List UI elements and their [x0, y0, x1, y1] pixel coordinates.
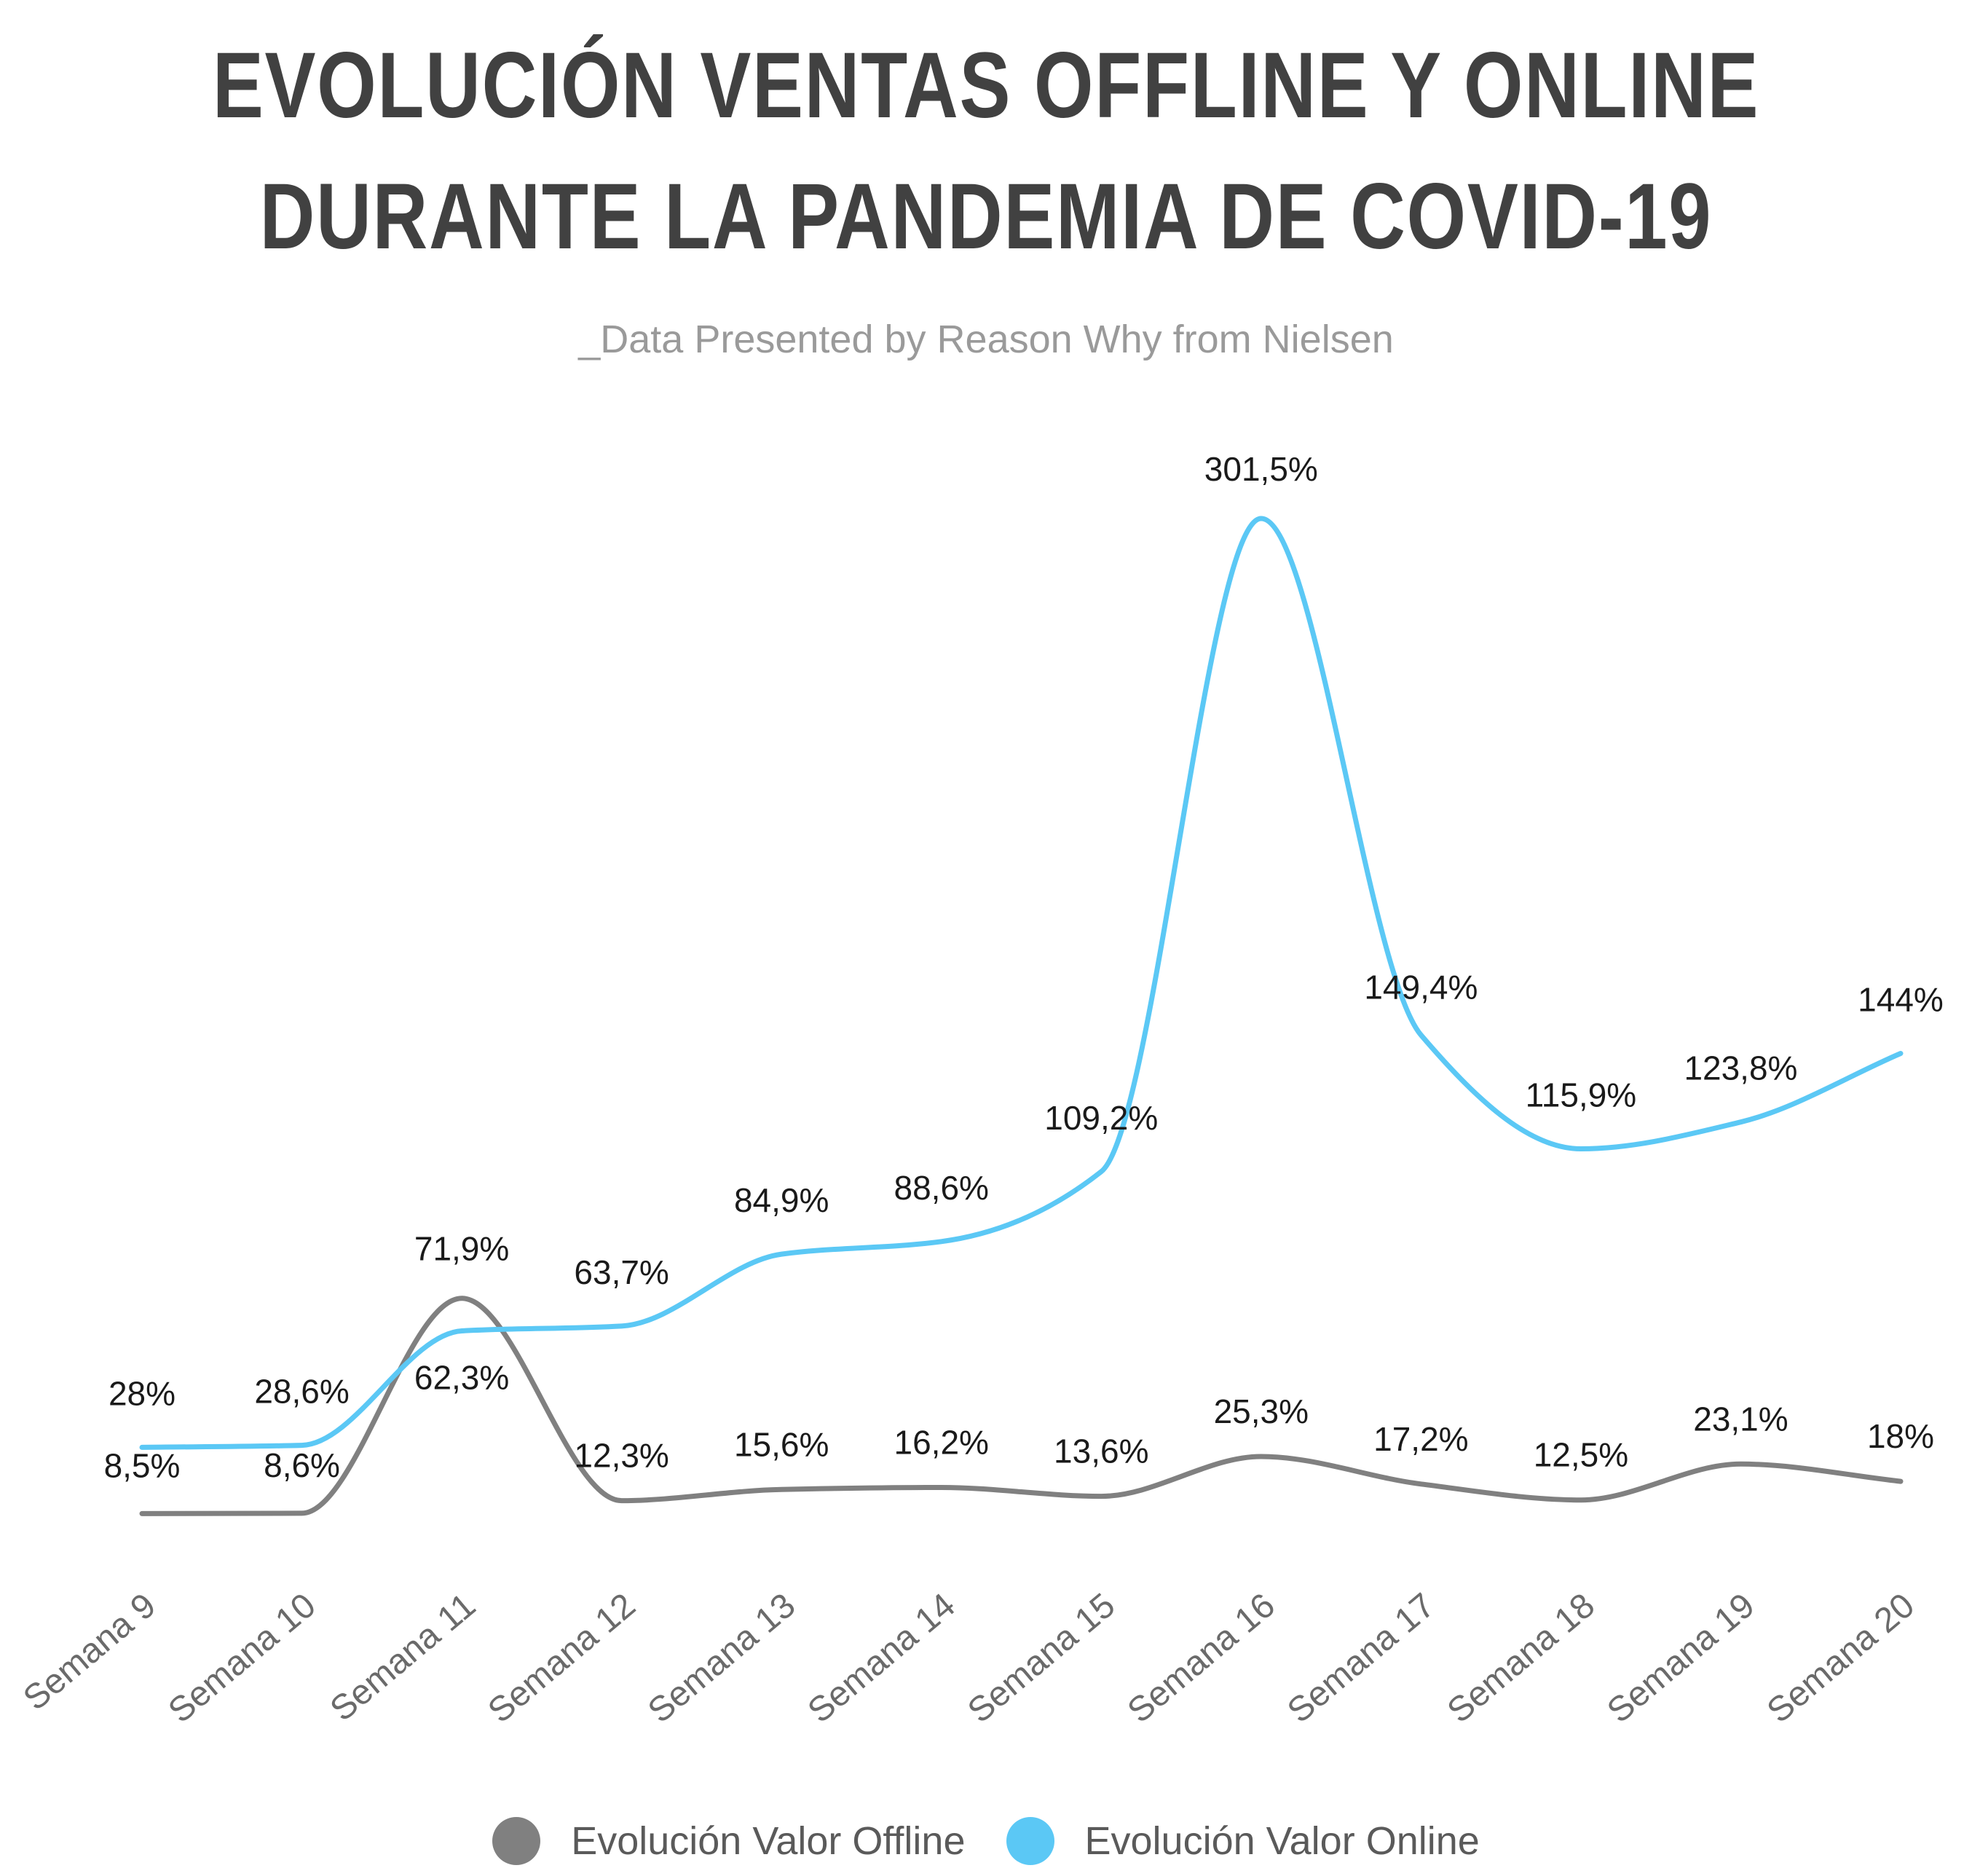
data-label-offline: 12,3% — [574, 1437, 668, 1475]
legend-label-offline: Evolución Valor Offline — [571, 1819, 966, 1863]
data-label-offline: 71,9% — [414, 1230, 509, 1268]
data-label-online: 301,5% — [1204, 450, 1318, 488]
data-label-offline: 17,2% — [1373, 1420, 1468, 1458]
data-label-online: 123,8% — [1684, 1049, 1797, 1087]
chart-title: EVOLUCIÓN VENTAS OFFLINE Y ONLINE DURANT… — [178, 20, 1795, 283]
x-tick-label: Semana 14 — [801, 1586, 963, 1730]
data-label-online: 63,7% — [574, 1253, 668, 1291]
chart-subtitle: _Data Presented by Reason Why from Niels… — [578, 318, 1394, 361]
data-label-offline: 16,2% — [894, 1423, 989, 1461]
data-label-offline: 18% — [1867, 1417, 1934, 1455]
data-label-online: 84,9% — [734, 1181, 829, 1219]
x-tick-label: Semana 12 — [481, 1586, 643, 1730]
legend-swatch-online — [1006, 1817, 1054, 1865]
legend-item-online: Evolución Valor Online — [1006, 1817, 1480, 1865]
data-label-online: 28,6% — [254, 1373, 349, 1411]
data-label-offline: 13,6% — [1054, 1432, 1148, 1470]
data-label-online: 109,2% — [1044, 1099, 1158, 1137]
series-line-online — [139, 516, 1904, 1450]
x-tick-label: Semana 20 — [1760, 1586, 1922, 1730]
data-label-offline: 15,6% — [734, 1425, 829, 1463]
x-tick-label: Semana 13 — [641, 1586, 802, 1730]
x-tick-label: Semana 9 — [16, 1586, 163, 1718]
line-chart: 8,5% 8,6% 71,9% 12,3% 15,6% 16,2% 13,6% 25,3% 17… — [16, 450, 1944, 1730]
data-label-offline: 12,5% — [1534, 1436, 1628, 1474]
x-tick-label: Semana 18 — [1440, 1586, 1602, 1730]
chart-title-line-2: DURANTE LA PANDEMIA DE COVID-19 — [259, 165, 1713, 269]
legend-swatch-offline — [492, 1817, 541, 1865]
data-label-online: 62,3% — [414, 1358, 509, 1396]
data-label-online: 144% — [1858, 980, 1944, 1018]
chart-title-line-1: EVOLUCIÓN VENTAS OFFLINE Y ONLINE — [212, 34, 1760, 138]
x-tick-label: Semana 16 — [1121, 1586, 1282, 1730]
x-tick-label: Semana 10 — [161, 1586, 323, 1730]
x-tick-label: Semana 15 — [961, 1586, 1122, 1730]
data-label-online: 28% — [109, 1374, 175, 1412]
data-label-offline: 8,6% — [264, 1446, 340, 1484]
data-label-online: 149,4% — [1364, 968, 1478, 1006]
data-label-offline: 8,5% — [104, 1446, 181, 1484]
x-tick-label: Semana 19 — [1600, 1586, 1762, 1730]
legend-item-offline: Evolución Valor Offline — [492, 1817, 966, 1865]
data-label-offline: 25,3% — [1214, 1392, 1309, 1430]
x-tick-label: Semana 17 — [1280, 1586, 1442, 1730]
data-label-online: 88,6% — [894, 1169, 989, 1207]
data-label-online: 115,9% — [1526, 1076, 1637, 1114]
series-line-offline — [139, 1296, 1904, 1516]
x-tick-label: Semana 11 — [323, 1586, 483, 1729]
chart-legend: Evolución Valor Offline Evolución Valor … — [0, 1812, 1972, 1870]
data-label-offline: 23,1% — [1693, 1400, 1788, 1438]
legend-label-online: Evolución Valor Online — [1084, 1819, 1480, 1863]
